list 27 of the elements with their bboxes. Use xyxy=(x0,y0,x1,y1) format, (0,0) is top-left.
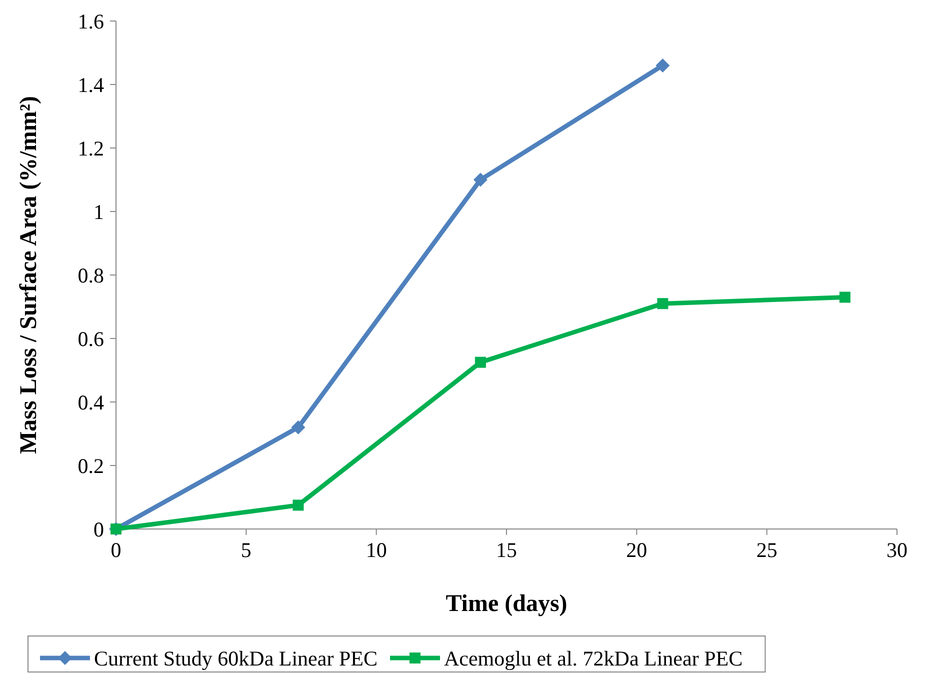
y-axis-title: Mass Loss / Surface Area (%/mm²) xyxy=(16,96,42,454)
x-tick-label: 0 xyxy=(110,538,122,562)
point xyxy=(657,298,668,310)
legend-label: Acemoglu et al. 72kDa Linear PEC xyxy=(444,646,743,670)
point xyxy=(839,292,850,303)
point xyxy=(656,58,670,72)
y-tick-label: 0.6 xyxy=(78,326,104,351)
x-tick-label: 20 xyxy=(626,538,648,562)
y-tick-label: 1.2 xyxy=(78,136,104,160)
point xyxy=(473,172,488,187)
point xyxy=(291,420,306,434)
legend-label: Current Study 60kDa Linear PEC xyxy=(94,646,378,670)
y-tick-label: 0.8 xyxy=(78,263,104,288)
y-tick-label: 1.6 xyxy=(78,9,104,34)
y-tick-label: 0.2 xyxy=(78,454,104,478)
x-tick-label: 5 xyxy=(240,538,252,562)
x-tick-label: 30 xyxy=(886,538,908,562)
y-tick-label: 1.4 xyxy=(78,72,104,97)
y-tick-label: 1 xyxy=(94,200,104,224)
x-tick-label: 10 xyxy=(366,538,387,562)
x-axis-title: Time (days) xyxy=(446,591,568,617)
y-tick-label: 0.4 xyxy=(78,390,104,414)
y-tick-label: 0 xyxy=(94,517,104,542)
point xyxy=(292,500,304,511)
x-tick-label: 15 xyxy=(496,538,517,562)
x-tick-label: 25 xyxy=(756,538,778,562)
point xyxy=(474,356,486,368)
